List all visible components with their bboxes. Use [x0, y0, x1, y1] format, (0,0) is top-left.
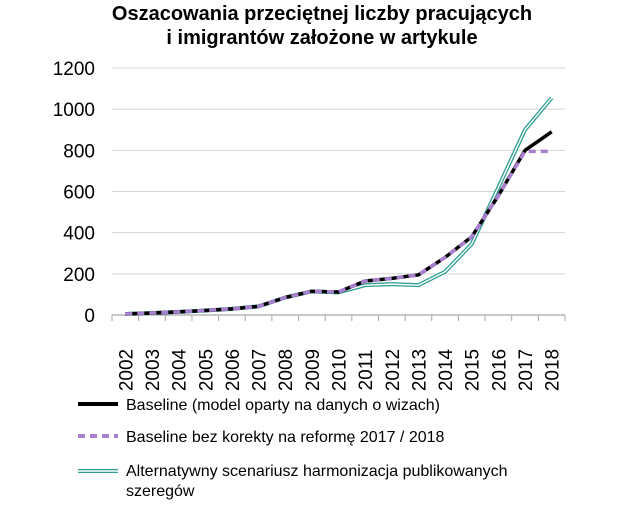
- x-tick-label: 2002: [116, 349, 137, 391]
- x-tick-label: 2005: [196, 349, 217, 391]
- x-tick-label: 2009: [303, 349, 324, 391]
- y-tick-label: 200: [63, 265, 95, 286]
- y-tick-label: 800: [63, 141, 95, 162]
- series-line-baseline: [125, 130, 553, 316]
- x-tick-label: 2018: [543, 349, 564, 391]
- y-tick-label: 1000: [53, 100, 95, 121]
- x-tick-label: 2013: [409, 349, 430, 391]
- legend-label-continued: szeregów: [126, 483, 195, 500]
- y-tick-label: 1200: [53, 59, 95, 80]
- series-line-alternatywny: [125, 96, 554, 316]
- grid-lines: [112, 67, 565, 275]
- x-tick-label: 2006: [223, 349, 244, 391]
- x-tick-label: 2004: [170, 348, 191, 391]
- x-tick-label: 2008: [276, 349, 297, 391]
- y-tick-label: 600: [63, 183, 95, 204]
- y-tick-label: 400: [63, 224, 95, 245]
- x-tick-label: 2011: [356, 350, 377, 391]
- chart-title-line-1: Oszacowania przeciętnej liczby pracujący…: [112, 3, 532, 25]
- x-tick-label: 2012: [383, 349, 404, 391]
- x-tick-label: 2016: [489, 349, 510, 391]
- legend-label: Baseline (model oparty na danych o wizac…: [126, 397, 440, 414]
- x-tick-label: 2003: [143, 349, 164, 391]
- x-tick-label: 2014: [436, 348, 457, 391]
- series-lines: [125, 96, 554, 316]
- legend-label: Alternatywny scenariusz harmonizacja pub…: [126, 463, 508, 480]
- legend-label: Baseline bez korekty na reformę 2017 / 2…: [126, 429, 445, 446]
- x-axis: [111, 314, 566, 321]
- y-tick-label: 0: [84, 306, 95, 327]
- x-tick-label: 2015: [463, 349, 484, 391]
- x-tick-label: 2010: [330, 349, 351, 391]
- x-tick-label: 2017: [516, 349, 537, 391]
- chart-title-line-2: i imigrantów założone w artykule: [166, 27, 477, 49]
- y-axis-ticks: 0 200 400 600 800 1000 1200: [53, 59, 95, 327]
- legend: Baseline (model oparty na danych o wizac…: [78, 397, 508, 500]
- x-axis-ticks: 2002 2003 2004 2005 2006 2007 2008 2009 2010 2011…: [116, 348, 563, 391]
- x-tick-label: 2007: [250, 349, 271, 391]
